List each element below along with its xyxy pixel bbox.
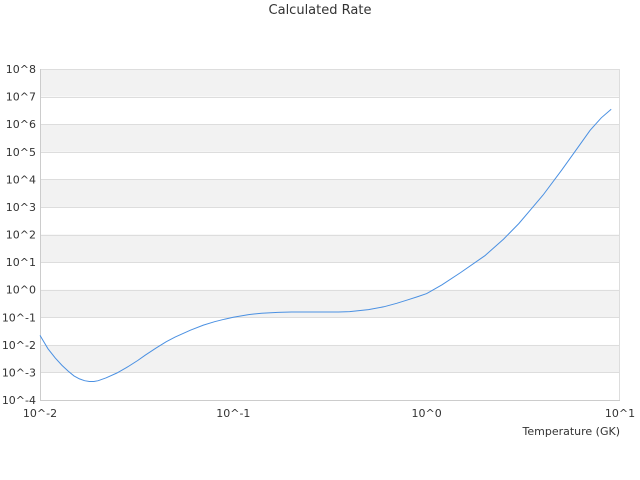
grid-band <box>40 96 620 125</box>
grid-band <box>40 179 620 207</box>
y-tick-label: 10^-2 <box>2 339 36 352</box>
x-axis-title: Temperature (GK) <box>522 425 621 438</box>
y-tick-label: 10^8 <box>6 63 36 76</box>
y-tick-label: 10^-4 <box>2 394 36 407</box>
x-tick-label: 10^1 <box>605 407 635 420</box>
grid-band <box>40 344 620 373</box>
grid-bands <box>40 69 620 401</box>
grid-band <box>40 124 620 152</box>
y-tick-label: 10^3 <box>6 201 36 214</box>
y-tick-label: 10^0 <box>6 284 36 297</box>
x-tick-label: 10^-2 <box>23 407 57 420</box>
grid-band <box>40 69 620 97</box>
plot-frame <box>40 69 620 401</box>
series-line <box>39 108 612 382</box>
grid-band <box>40 206 620 235</box>
y-tick-labels: 10^-4 10^-3 10^-2 10^-1 10^0 10^1 10^2 10^3 10^4… <box>2 63 36 407</box>
series-layer <box>39 108 612 382</box>
y-tick-label: 10^7 <box>6 91 36 104</box>
x-tick-label: 10^-1 <box>216 407 250 420</box>
grid-band <box>40 262 620 290</box>
y-tick-label: 10^-1 <box>2 311 36 324</box>
y-tick-label: 10^4 <box>6 173 36 186</box>
grid-band <box>40 289 620 318</box>
y-tick-label: 10^6 <box>6 118 36 131</box>
y-tick-label: 10^1 <box>6 256 36 269</box>
grid-band <box>40 317 620 345</box>
y-tick-label: 10^5 <box>6 146 36 159</box>
y-tick-label: 10^2 <box>6 229 36 242</box>
grid-band <box>40 234 620 263</box>
x-tick-label: 10^0 <box>412 407 442 420</box>
chart-title: Calculated Rate <box>268 3 372 18</box>
y-tick-label: 10^-3 <box>2 366 36 379</box>
grid-band <box>40 151 620 180</box>
grid-band <box>40 372 620 400</box>
x-tick-labels: 10^-2 10^-1 10^0 10^1 <box>23 407 635 420</box>
